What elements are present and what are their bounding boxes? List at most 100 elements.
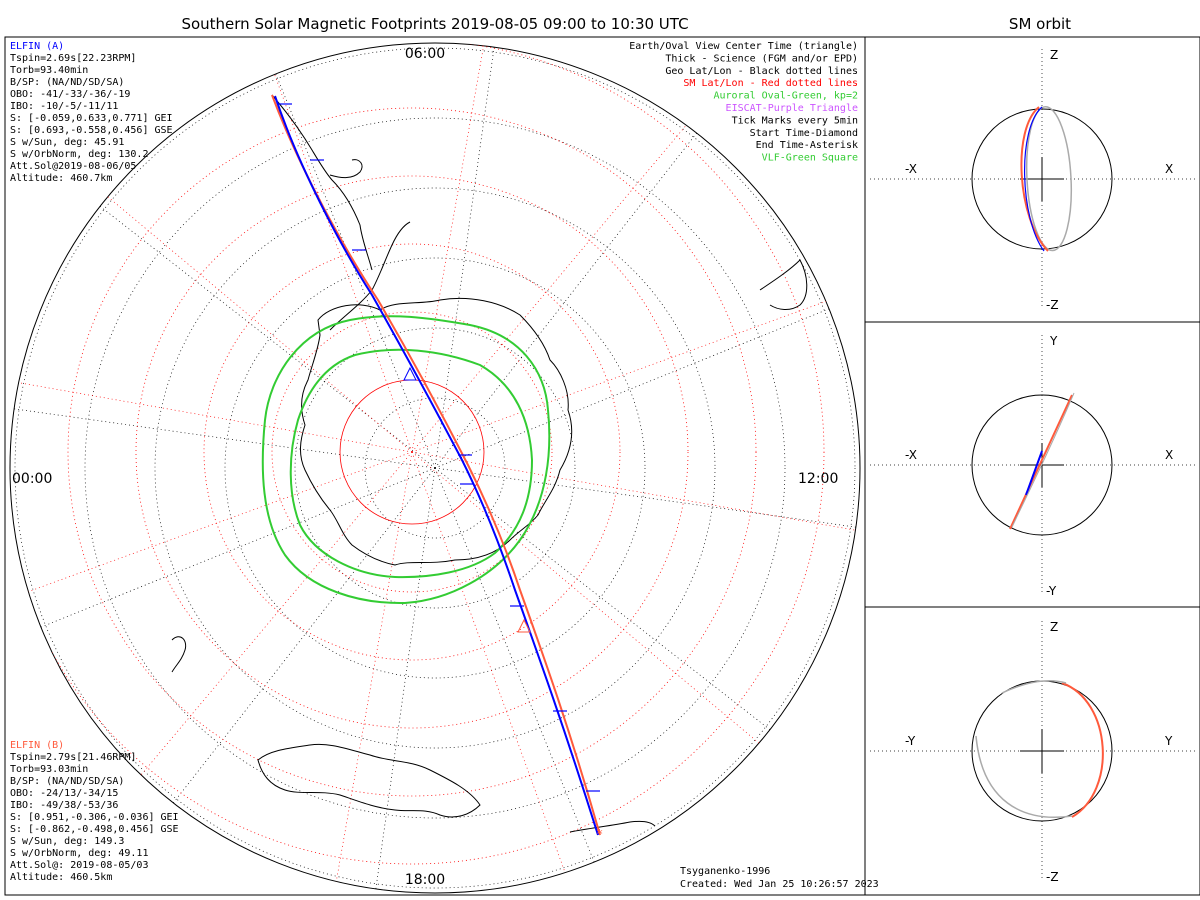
legend-item: Start Time-Diamond	[750, 128, 858, 139]
elfin-b-track	[271, 94, 601, 836]
sm-meridian	[324, 451, 413, 893]
orbit-elfin-a	[1023, 106, 1045, 252]
orbit-axis-label-right: X	[1165, 448, 1173, 462]
orbit-panels: Z -Z -X X Y -Y -X X Z -Z -Y Y	[870, 48, 1195, 884]
elfin-a-track	[274, 95, 599, 836]
sm-latitude-circle	[10, 43, 825, 865]
elfin-a-info-line: S: [0.693,-0.558,0.456] GSE	[10, 125, 173, 136]
elfin-b-info-line: OBO: -24/13/-34/15	[10, 788, 118, 799]
elfin-a-info-line: Torb=93.40min	[10, 65, 88, 76]
elfin-a-info-line: Tspin=2.69s[22.23RPM]	[10, 53, 136, 64]
australia	[257, 743, 481, 818]
legend-item: EISCAT-Purple Triangle	[726, 103, 858, 114]
elfin-b-info: ELFIN (B) Tspin=2.79s[21.46RPM]Torb=93.0…	[10, 740, 179, 883]
legend-item: End Time-Asterisk	[756, 140, 858, 151]
elfin-a-info-line: S w/OrbNorm, deg: 130.2	[10, 149, 148, 160]
view-center-triangle-b	[517, 618, 531, 633]
sm-meridian	[411, 451, 860, 540]
elfin-b-info-line: Altitude: 460.5km	[10, 872, 112, 883]
south-america	[271, 94, 373, 271]
elfin-a-info-line: OBO: -41/-33/-36/-19	[10, 89, 130, 100]
antarctic-peninsula	[329, 221, 411, 331]
elfin-a-info-line: IBO: -10/-5/-11/11	[10, 101, 118, 112]
elfin-a-info-line: S: [-0.059,0.633,0.771] GEI	[10, 113, 173, 124]
legend: Earth/Oval View Center Time (triangle)Th…	[629, 41, 858, 164]
legend-item: Tick Marks every 5min	[732, 115, 858, 126]
orbit-axis-label-right: Y	[1164, 734, 1173, 748]
sm-latitude-circle	[135, 175, 689, 729]
sm-latitude-circle	[203, 243, 621, 661]
geo-latitude-circle	[154, 187, 716, 749]
orbit-axis-label-left: -Y	[905, 734, 916, 748]
geo-latitude-circle	[294, 327, 576, 609]
elfin-b-info-line: Tspin=2.79s[21.46RPM]	[10, 752, 136, 763]
orbit-gray	[975, 735, 1073, 818]
orbit-axis-label-left: -X	[905, 162, 917, 176]
sm-meridian	[411, 451, 584, 893]
orbit-axis-label-right: X	[1165, 162, 1173, 176]
elfin-b-info-line: S w/OrbNorm, deg: 49.11	[10, 848, 148, 859]
orbit-elfin-b	[1020, 106, 1049, 252]
legend-item: VLF-Green Square	[762, 153, 858, 164]
elfin-a-info-line: Altitude: 460.7km	[10, 173, 112, 184]
orbit-axis-label-top: Y	[1049, 334, 1058, 348]
elfin-a-info-line: Att.Sol@2019-08-06/05	[10, 161, 136, 172]
orbit-elfin-b	[1061, 682, 1104, 818]
orbit-axis-label-bottom: -Z	[1046, 298, 1059, 312]
view-center-triangle-a	[403, 366, 417, 381]
polar-map: * 06:00 00:00 12:00 18:00	[9, 42, 861, 894]
sm-meridian	[411, 280, 860, 453]
time-label-top: 06:00	[405, 46, 445, 62]
antarctica-coast	[300, 297, 573, 566]
time-label-left: 00:00	[12, 471, 52, 487]
sm-meridian	[90, 451, 413, 836]
elfin-a-info: ELFIN (A) Tspin=2.69s[22.23RPM]Torb=93.4…	[10, 41, 173, 184]
sm-latitude-circle	[271, 311, 553, 593]
orbit-axis-label-bottom: -Z	[1046, 870, 1059, 884]
elfin-b-info-line: S w/Sun, deg: 149.3	[10, 836, 124, 847]
elfin-a-name: ELFIN (A)	[10, 41, 64, 52]
orbit-gray-top	[1001, 679, 1067, 694]
elfin-b-name: ELFIN (B)	[10, 740, 64, 751]
coastlines	[171, 94, 808, 833]
south-america-east	[329, 159, 363, 179]
orbit-axis-label-top: Z	[1050, 48, 1058, 62]
time-label-bottom: 18:00	[405, 872, 445, 888]
elfin-b-info-line: Torb=93.03min	[10, 764, 88, 775]
elfin-b-end-asterisk: *	[596, 827, 603, 841]
orbit-panel-1: Z -Z -X X	[870, 48, 1195, 312]
orbit-gray	[1011, 392, 1075, 528]
elfin-b-info-line: IBO: -49/38/-53/36	[10, 800, 118, 811]
southern-islands	[569, 820, 656, 833]
new-zealand	[171, 636, 187, 673]
orbit-axis-label-top: Z	[1050, 620, 1058, 634]
elfin-b-info-line: S: [0.951,-0.306,-0.036] GEI	[10, 812, 179, 823]
geo-latitude-circle	[364, 397, 506, 539]
geo-latitude-circle	[224, 257, 646, 679]
legend-item: Thick - Science (FGM and/or EPD)	[665, 53, 858, 64]
elfin-a-ticks	[278, 103, 600, 792]
elfin-b-info-line: Att.Sol@: 2019-08-05/03	[10, 860, 148, 871]
legend-item: Geo Lat/Lon - Black dotted lines	[665, 66, 858, 77]
orbit-elfin-a	[1025, 450, 1043, 496]
auroral-oval-inner	[289, 348, 534, 579]
legend-item: Earth/Oval View Center Time (triangle)	[629, 41, 858, 52]
auroral-oval-outer	[261, 315, 551, 605]
elfin-a-info-line: S w/Sun, deg: 45.91	[10, 137, 124, 148]
orbit-title: SM orbit	[1009, 15, 1071, 33]
orbit-elfin-b	[1009, 394, 1073, 530]
sm-meridian	[411, 68, 734, 453]
geo-latitude-circle	[84, 117, 786, 819]
sm-latitude-circle	[67, 107, 757, 797]
africa-tip	[759, 259, 808, 310]
orbit-axis-label-left: -X	[905, 448, 917, 462]
orbit-gray	[1025, 105, 1073, 252]
created-label: Created: Wed Jan 25 10:26:57 2023	[680, 879, 879, 890]
orbit-frame	[864, 36, 1200, 896]
legend-item: Auroral Oval-Green, kp=2	[714, 91, 859, 102]
elfin-b-info-line: B/SP: (NA/ND/SD/SA)	[10, 776, 124, 787]
time-label-right: 12:00	[798, 471, 838, 487]
elfin-a-info-line: B/SP: (NA/ND/SD/SA)	[10, 77, 124, 88]
model-label: Tsyganenko-1996	[680, 866, 770, 877]
